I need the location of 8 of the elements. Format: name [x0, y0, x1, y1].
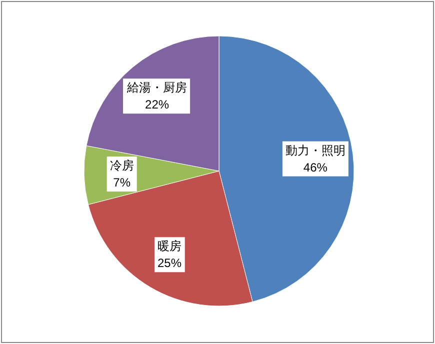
data-label: 22% [145, 98, 170, 112]
slice-label: 冷房 [110, 158, 134, 173]
slice-label: 動力・照明 [285, 143, 346, 158]
data-label: 25% [158, 256, 182, 270]
data-label: 46% [303, 160, 328, 174]
data-label: 7% [113, 176, 131, 190]
slice-label: 暖房 [158, 239, 182, 254]
slice-label: 給湯・厨房 [126, 80, 188, 95]
